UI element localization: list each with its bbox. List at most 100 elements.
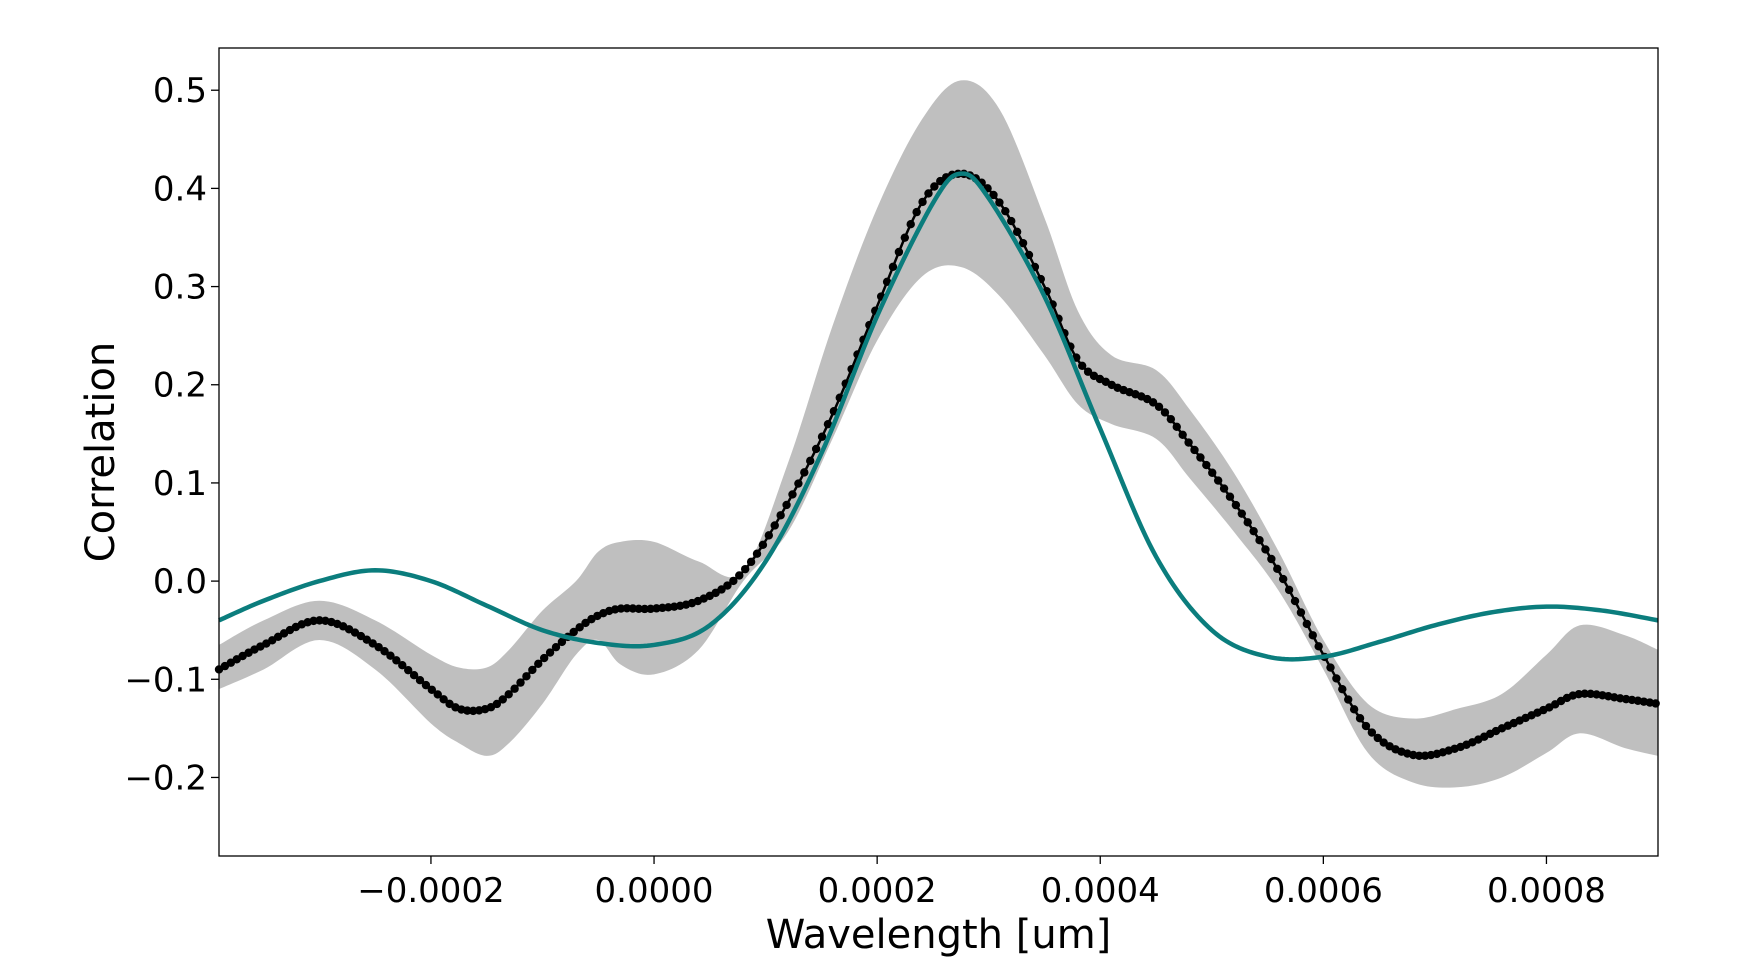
- data-point: [545, 648, 555, 657]
- data-point: [906, 220, 915, 229]
- data-point: [1284, 585, 1294, 595]
- data-point: [1178, 430, 1187, 439]
- data-point: [924, 189, 933, 198]
- data-point: [1249, 526, 1258, 536]
- data-point: [463, 706, 472, 715]
- data-point: [1237, 509, 1247, 518]
- data-point: [403, 665, 413, 675]
- data-point: [1308, 631, 1317, 640]
- data-point: [782, 500, 791, 510]
- series-point-layer: [218, 171, 1659, 662]
- data-point: [640, 604, 649, 614]
- y-tick-label: 0.2: [153, 366, 207, 406]
- y-tick-label: 0.3: [153, 268, 207, 308]
- data-point: [380, 647, 389, 656]
- data-point: [433, 690, 442, 699]
- data-point: [398, 661, 407, 670]
- data-point: [1160, 408, 1170, 417]
- data-point: [1278, 574, 1288, 584]
- data-point: [575, 623, 584, 632]
- data-point: [1196, 453, 1205, 462]
- data-point: [504, 690, 513, 699]
- data-point: [1338, 684, 1347, 694]
- data-point: [1208, 468, 1217, 477]
- data-point: [386, 651, 395, 660]
- data-point: [1261, 545, 1270, 554]
- y-tick-label: 0.4: [153, 169, 207, 209]
- data-point: [427, 685, 437, 694]
- x-tick-label: 0.0000: [595, 871, 714, 911]
- data-point: [930, 182, 939, 191]
- data-point: [788, 490, 797, 499]
- data-point: [551, 642, 561, 652]
- data-point: [817, 432, 827, 441]
- data-point: [936, 176, 945, 186]
- data-point: [888, 262, 898, 272]
- data-point: [735, 571, 744, 580]
- data-point: [1231, 500, 1241, 510]
- data-point: [1414, 751, 1424, 760]
- data-point: [539, 653, 549, 663]
- data-point: [918, 197, 927, 207]
- data-point: [806, 456, 815, 466]
- data-point: [634, 604, 643, 613]
- data-point: [752, 549, 762, 558]
- data-point: [522, 672, 531, 681]
- data-point: [794, 479, 803, 488]
- data-point: [415, 676, 425, 685]
- data-point: [894, 247, 904, 257]
- data-point: [392, 656, 401, 665]
- data-point: [764, 531, 774, 540]
- data-point: [1361, 721, 1371, 731]
- data-point: [811, 444, 821, 454]
- data-point: [1077, 361, 1087, 371]
- data-point: [1184, 438, 1193, 447]
- x-tick-label: −0.0002: [357, 871, 504, 911]
- data-point: [989, 190, 998, 200]
- data-point: [758, 540, 768, 550]
- data-point: [823, 419, 833, 429]
- data-point: [1273, 564, 1282, 574]
- data-point: [616, 604, 626, 613]
- data-point: [1255, 535, 1264, 545]
- data-point: [1024, 250, 1034, 260]
- data-point: [1314, 642, 1323, 651]
- x-axis-ticks: −0.0002 0.0000 0.0002 0.0004 0.0006 0.0008: [357, 856, 1606, 911]
- y-tick-label: −0.1: [124, 660, 207, 700]
- data-point: [409, 670, 419, 680]
- data-point: [516, 678, 525, 687]
- data-point: [1083, 367, 1093, 376]
- x-tick-label: 0.0006: [1264, 871, 1383, 911]
- data-point: [510, 684, 519, 693]
- data-point: [1290, 596, 1300, 606]
- data-point: [492, 699, 502, 709]
- y-tick-label: 0.5: [153, 71, 207, 111]
- data-point: [1267, 554, 1276, 564]
- y-tick-label: 0.1: [153, 464, 207, 504]
- data-point: [723, 581, 732, 590]
- data-point: [1154, 402, 1164, 411]
- data-point: [1166, 414, 1176, 424]
- data-point: [1018, 238, 1028, 248]
- data-point: [1225, 492, 1235, 501]
- data-point: [746, 557, 756, 567]
- data-point: [622, 604, 632, 613]
- data-point: [1219, 484, 1229, 493]
- data-point: [1302, 619, 1312, 629]
- data-point: [882, 277, 892, 286]
- data-point: [439, 695, 448, 704]
- data-point: [421, 680, 431, 690]
- y-tick-label: −0.2: [124, 758, 207, 798]
- data-point: [1296, 608, 1306, 617]
- data-point: [1367, 728, 1377, 737]
- data-point: [1355, 714, 1365, 723]
- plot-frame: [218, 47, 1659, 857]
- x-tick-label: 0.0002: [818, 871, 937, 911]
- data-point: [1172, 422, 1181, 432]
- data-point: [534, 659, 543, 669]
- x-tick-label: 0.0008: [1487, 871, 1606, 911]
- data-point: [1344, 695, 1353, 704]
- data-point: [1349, 705, 1359, 714]
- data-point: [740, 564, 750, 574]
